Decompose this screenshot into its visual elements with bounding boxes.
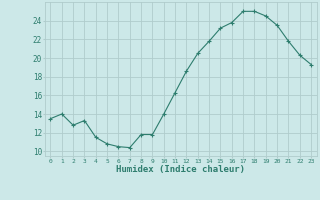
- X-axis label: Humidex (Indice chaleur): Humidex (Indice chaleur): [116, 165, 245, 174]
